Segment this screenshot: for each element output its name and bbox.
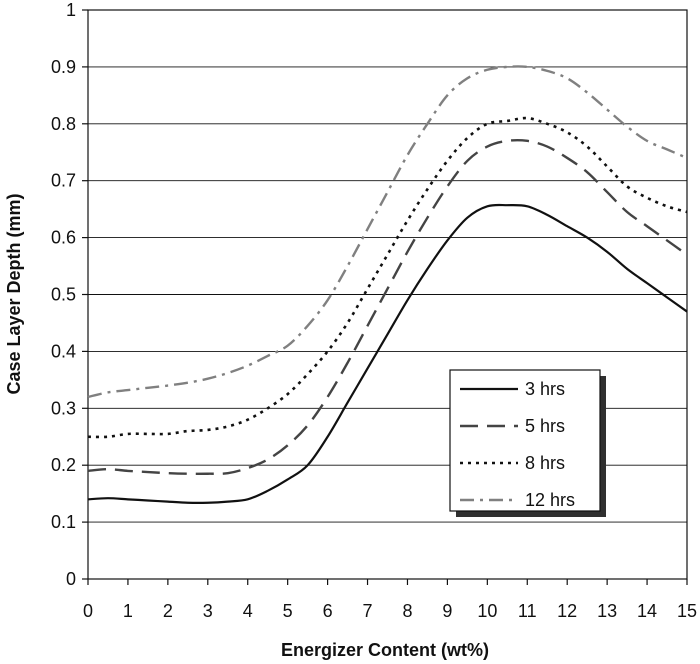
x-tick-label: 9 [442, 601, 452, 621]
x-tick-label: 8 [402, 601, 412, 621]
x-tick-label: 2 [163, 601, 173, 621]
y-axis-title: Case Layer Depth (mm) [4, 193, 24, 394]
horizontal-gridlines [88, 66, 687, 523]
x-tick-label: 15 [677, 601, 697, 621]
x-tick-label: 0 [83, 601, 93, 621]
x-tick-label: 1 [123, 601, 133, 621]
y-tick-label: 0.7 [51, 171, 76, 191]
y-tick-label: 0.6 [51, 228, 76, 248]
legend-label: 5 hrs [525, 416, 565, 436]
legend-label: 8 hrs [525, 453, 565, 473]
x-tick-label: 12 [557, 601, 577, 621]
legend-label: 3 hrs [525, 379, 565, 399]
x-tick-label: 13 [597, 601, 617, 621]
y-tick-label: 0.9 [51, 57, 76, 77]
legend: 3 hrs 5 hrs 8 hrs 12 hrs [449, 369, 606, 517]
y-tick-label: 0.3 [51, 398, 76, 418]
x-tick-label: 14 [637, 601, 657, 621]
y-tick-label: 1 [66, 0, 76, 20]
y-tick-label: 0.8 [51, 114, 76, 134]
y-axis-ticks: 0 0.1 0.2 0.3 0.4 0.5 0.6 0.7 0.8 0.9 1 [51, 0, 88, 589]
x-tick-label: 6 [323, 601, 333, 621]
x-tick-label: 10 [477, 601, 497, 621]
legend-box [449, 369, 601, 512]
series-line-12-hrs [87, 65, 688, 399]
y-tick-label: 0 [66, 569, 76, 589]
series-lines [87, 65, 688, 504]
x-axis-title: Energizer Content (wt%) [281, 640, 489, 660]
x-axis-ticks: 0 1 2 3 4 5 6 7 8 9 10 11 12 13 14 15 [83, 579, 697, 621]
x-tick-label: 5 [283, 601, 293, 621]
x-tick-label: 4 [243, 601, 253, 621]
legend-items: 3 hrs 5 hrs 8 hrs 12 hrs [460, 379, 575, 510]
legend-label: 12 hrs [525, 490, 575, 510]
y-tick-label: 0.4 [51, 341, 76, 361]
x-tick-label: 7 [363, 601, 373, 621]
y-tick-label: 0.5 [51, 285, 76, 305]
y-tick-label: 0.2 [51, 455, 76, 475]
x-tick-label: 3 [203, 601, 213, 621]
y-tick-label: 0.1 [51, 512, 76, 532]
series-line-3-hrs [87, 203, 688, 504]
x-tick-label: 11 [518, 601, 537, 621]
series-line-5-hrs [87, 138, 688, 476]
